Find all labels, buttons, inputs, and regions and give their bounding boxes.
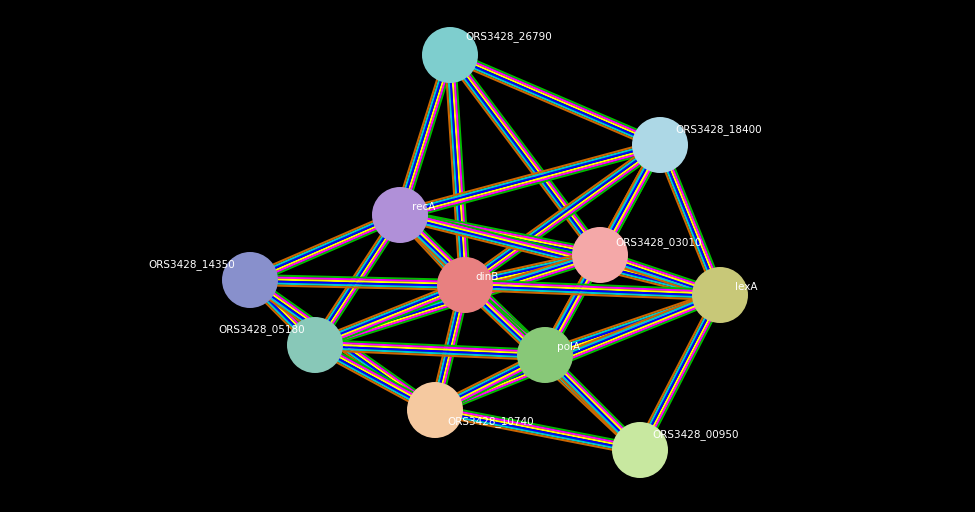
Circle shape [422,27,478,83]
Circle shape [222,252,278,308]
Text: ORS3428_14350: ORS3428_14350 [148,260,235,270]
Circle shape [437,257,493,313]
Text: ORS3428_18400: ORS3428_18400 [675,124,761,136]
Text: dinB: dinB [475,272,498,282]
Text: ORS3428_00950: ORS3428_00950 [652,430,738,440]
Circle shape [632,117,688,173]
Circle shape [407,382,463,438]
Circle shape [517,327,573,383]
Text: ORS3428_10740: ORS3428_10740 [447,417,533,428]
Circle shape [287,317,343,373]
Circle shape [692,267,748,323]
Circle shape [612,422,668,478]
Circle shape [372,187,428,243]
Text: ORS3428_03010: ORS3428_03010 [615,238,701,248]
Text: recA: recA [412,202,436,212]
Text: polA: polA [557,342,580,352]
Text: lexA: lexA [735,282,758,292]
Text: ORS3428_05180: ORS3428_05180 [218,325,305,335]
Text: ORS3428_26790: ORS3428_26790 [465,32,552,42]
Circle shape [572,227,628,283]
